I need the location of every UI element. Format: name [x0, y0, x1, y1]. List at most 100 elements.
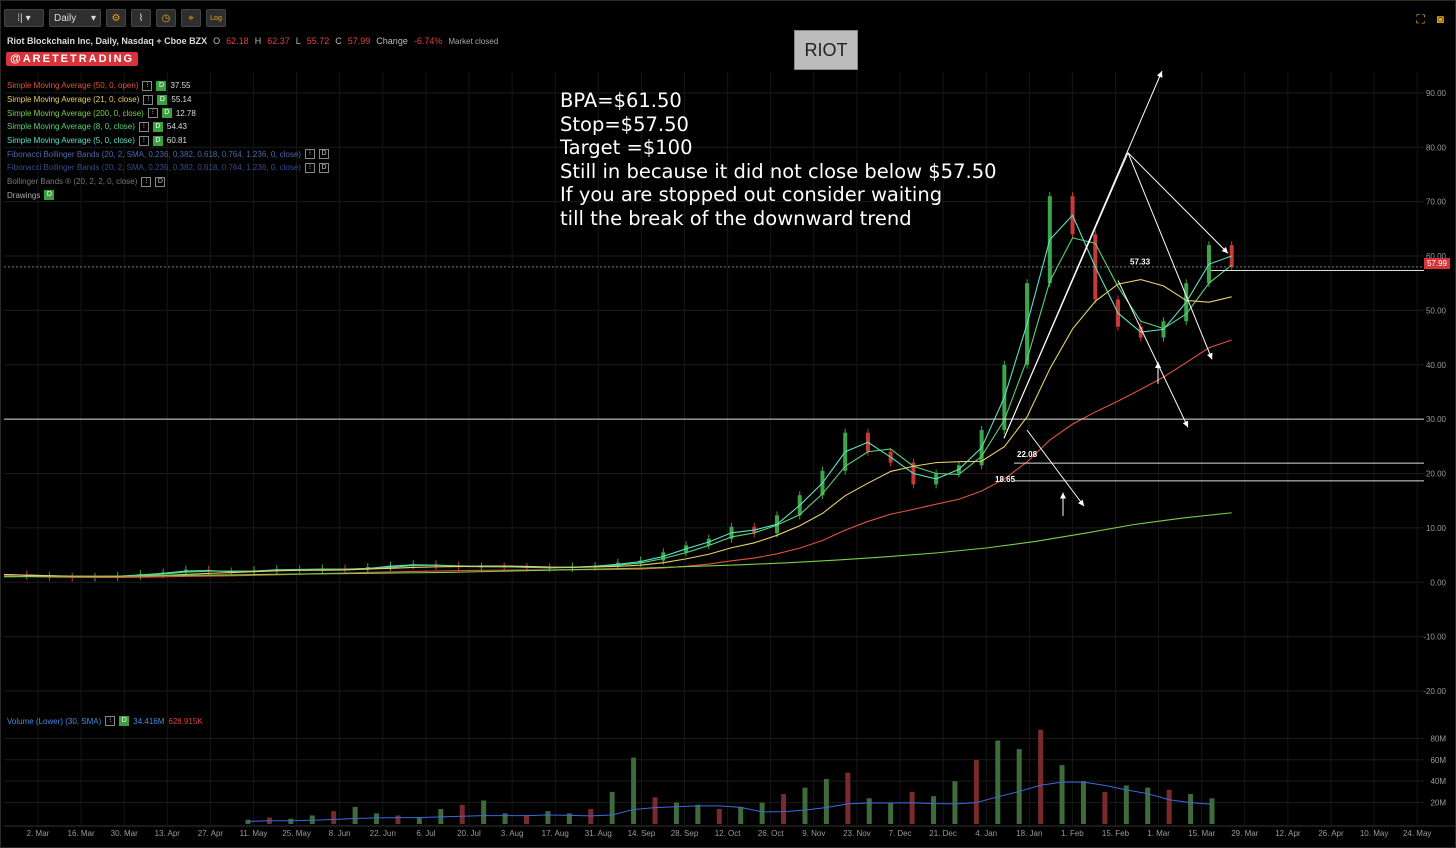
indicator-row[interactable]: Simple Moving Average (21, 0, close) ⁝ D 55…	[7, 93, 329, 107]
sma-50-line	[3, 339, 1232, 579]
data-icon[interactable]: D	[318, 149, 329, 160]
indicator-label: Simple Moving Average (21, 0, close)	[7, 95, 140, 105]
info-icon[interactable]: ⁝	[304, 149, 315, 160]
volume-bar	[866, 798, 872, 824]
volume-sma-value: 34.416M	[133, 716, 165, 726]
data-icon[interactable]: D	[318, 162, 329, 173]
indicator-row[interactable]: Simple Moving Average (5, 0, close) ⁝ D 60.…	[7, 134, 329, 148]
volume-bar	[459, 804, 465, 824]
indicator-row[interactable]: Bollinger Bands ® (20, 2, 2, 0, close) ⁝ D	[7, 175, 329, 189]
indicator-row[interactable]: Fibonacci Bollinger Bands (20, 2, SMA, 0…	[7, 161, 329, 175]
log-button[interactable]: Log	[206, 9, 226, 27]
volume-value: 628.915K	[168, 716, 203, 726]
y-tick-label: -10.00	[1423, 633, 1446, 642]
indicator-row[interactable]: Drawings D	[7, 189, 329, 203]
volume-bar	[845, 772, 851, 824]
volume-bar	[995, 740, 1001, 824]
indicator-value: 55.14	[171, 95, 192, 105]
volume-bar	[802, 787, 808, 824]
indicator-label: Fibonacci Bollinger Bands (20, 2, SMA, 0…	[7, 163, 301, 173]
drawing-button[interactable]: ⌖	[181, 9, 201, 27]
volume-bar	[545, 811, 551, 824]
volume-bar	[1038, 729, 1044, 824]
interval-select[interactable]: Daily ▾	[49, 9, 101, 27]
info-icon[interactable]: ⁝	[138, 121, 149, 132]
x-tick-label: 8. Jun	[329, 829, 351, 838]
camera-icon[interactable]: ◙	[1436, 12, 1444, 26]
volume-bar	[309, 815, 315, 824]
indicator-row[interactable]: Simple Moving Average (50, 0, open) ⁝ D 37.…	[7, 79, 329, 93]
volume-tick-label: 20M	[1430, 799, 1446, 808]
info-icon[interactable]: ⁝	[142, 80, 153, 91]
volume-bar	[481, 800, 487, 824]
indicator-value: 37.55	[170, 81, 191, 91]
data-icon[interactable]: D	[152, 121, 163, 132]
sma-8-line	[3, 237, 1233, 578]
x-tick-label: 16. Mar	[68, 829, 95, 838]
volume-bar	[952, 781, 958, 824]
indicator-row[interactable]: Fibonacci Bollinger Bands (20, 2, SMA, 0…	[7, 147, 329, 161]
x-tick-label: 6. Jul	[416, 829, 435, 838]
volume-tick-label: 40M	[1430, 777, 1446, 786]
settings-button[interactable]: ⚙	[106, 9, 126, 27]
data-icon[interactable]: D	[152, 135, 163, 146]
note-line: If you are stopped out consider waiting	[560, 183, 943, 207]
info-icon[interactable]: ⁝	[105, 716, 116, 726]
data-icon[interactable]: D	[44, 190, 55, 201]
data-icon[interactable]: D	[119, 716, 130, 726]
volume-bar	[695, 804, 701, 824]
close-value: 57.99	[347, 36, 371, 46]
open-value: 62.18	[226, 36, 249, 46]
trade-notes: BPA=$61.50 Stop=$57.50 Target =$100 Stil…	[560, 89, 997, 231]
close-label: C	[335, 36, 342, 46]
data-icon[interactable]: D	[157, 94, 168, 105]
x-tick-label: 26. Oct	[758, 829, 785, 838]
y-tick-label: 80.00	[1426, 143, 1447, 152]
info-icon[interactable]: ⁝	[138, 135, 149, 146]
x-tick-label: 21. Dec	[929, 829, 957, 838]
high-value: 62.37	[267, 36, 290, 46]
x-tick-label: 23. Nov	[843, 829, 871, 838]
volume-bar	[738, 806, 744, 824]
indicator-row[interactable]: Simple Moving Average (8, 0, close) ⁝ D 54.…	[7, 120, 329, 134]
volume-bar	[416, 817, 422, 824]
market-status: Market closed	[448, 36, 499, 46]
x-tick-label: 15. Feb	[1102, 829, 1130, 838]
volume-bar	[523, 815, 529, 824]
info-icon[interactable]: ⁝	[304, 162, 315, 173]
indicator-label: Simple Moving Average (50, 0, open)	[7, 81, 139, 91]
x-tick-label: 15. Mar	[1188, 829, 1215, 838]
brand-badge: @ARETETRADING	[6, 52, 139, 66]
change-label: Change	[376, 36, 408, 46]
gear-icon: ⚙	[111, 12, 121, 24]
top-right-tools: ⛶ ◙	[1416, 12, 1444, 27]
volume-bar	[973, 759, 979, 824]
volume-bar	[609, 791, 615, 824]
clock-button[interactable]: ◷	[156, 9, 176, 27]
y-tick-label: 70.00	[1426, 198, 1447, 207]
note-line: BPA=$61.50	[560, 89, 682, 112]
indicator-button[interactable]: ⌇	[131, 9, 151, 27]
info-icon[interactable]: ⁝	[141, 176, 152, 187]
x-tick-label: 24. May	[1403, 829, 1431, 838]
sma-200-line	[3, 512, 1232, 578]
indicator-label: Simple Moving Average (5, 0, close)	[7, 136, 135, 146]
interval-label: Daily	[54, 12, 77, 24]
volume-bar	[823, 779, 829, 824]
low-value: 55.72	[306, 36, 330, 46]
info-icon[interactable]: ⁝	[147, 108, 158, 119]
x-tick-label: 28. Sep	[671, 829, 699, 838]
chart-style-button[interactable]: ⁞| ▾	[4, 9, 44, 27]
indicator-row[interactable]: Simple Moving Average (200, 0, close) ⁝ D 1…	[7, 106, 329, 120]
data-icon[interactable]: D	[161, 108, 172, 119]
data-icon[interactable]: D	[156, 80, 167, 91]
note-line: till the break of the downward trend	[560, 206, 912, 230]
fullscreen-icon[interactable]: ⛶	[1416, 12, 1425, 26]
indicator-label: Bollinger Bands ® (20, 2, 2, 0, close)	[7, 177, 138, 187]
info-icon[interactable]: ⁝	[143, 94, 154, 105]
volume-legend-label: Volume (Lower) (30, SMA)	[7, 716, 102, 726]
x-tick-label: 9. Nov	[802, 829, 825, 838]
x-tick-label: 17. Aug	[542, 829, 569, 838]
data-icon[interactable]: D	[155, 176, 166, 187]
